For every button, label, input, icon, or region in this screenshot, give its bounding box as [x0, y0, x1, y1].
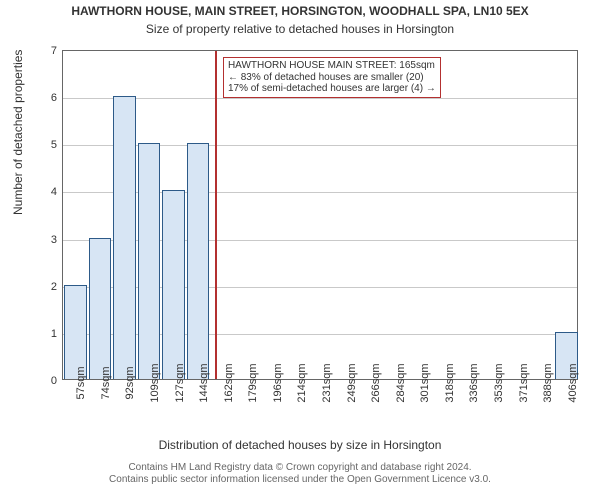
footer-line-1: Contains HM Land Registry data © Crown c…: [0, 462, 600, 474]
histogram-bar: [89, 238, 112, 379]
y-tick-label: 1: [51, 328, 63, 340]
footer-line-2: Contains public sector information licen…: [0, 474, 600, 486]
gridline-h: [63, 98, 577, 99]
y-tick-label: 3: [51, 234, 63, 246]
chart-title-sub: Size of property relative to detached ho…: [0, 22, 600, 36]
x-tick-label: 109sqm: [149, 363, 161, 402]
histogram-bar: [138, 143, 161, 379]
chart-title-main: HAWTHORN HOUSE, MAIN STREET, HORSINGTON,…: [0, 4, 600, 18]
x-tick-label: 318sqm: [444, 363, 456, 402]
x-tick-label: 266sqm: [370, 363, 382, 402]
annotation-line-1: HAWTHORN HOUSE MAIN STREET: 165sqm: [228, 60, 436, 72]
annotation-box: HAWTHORN HOUSE MAIN STREET: 165sqm← 83% …: [223, 57, 441, 98]
x-tick-label: 57sqm: [75, 366, 87, 399]
x-tick-label: 214sqm: [296, 363, 308, 402]
y-tick-label: 2: [51, 281, 63, 293]
x-tick-label: 162sqm: [223, 363, 235, 402]
histogram-bar: [113, 96, 136, 379]
reference-line: [215, 51, 217, 379]
chart-container: HAWTHORN HOUSE, MAIN STREET, HORSINGTON,…: [0, 0, 600, 500]
x-tick-label: 406sqm: [567, 363, 579, 402]
x-tick-label: 388sqm: [542, 363, 554, 402]
x-tick-label: 196sqm: [272, 363, 284, 402]
x-tick-label: 301sqm: [419, 363, 431, 402]
footer-credit: Contains HM Land Registry data © Crown c…: [0, 462, 600, 486]
x-tick-label: 336sqm: [468, 363, 480, 402]
x-tick-label: 127sqm: [174, 363, 186, 402]
histogram-bar: [64, 285, 87, 379]
x-tick-label: 284sqm: [395, 363, 407, 402]
x-axis-label: Distribution of detached houses by size …: [0, 438, 600, 452]
y-tick-label: 5: [51, 139, 63, 151]
y-tick-label: 4: [51, 186, 63, 198]
histogram-bar: [162, 190, 185, 379]
y-axis-label: Number of detached properties: [11, 50, 25, 215]
x-tick-label: 144sqm: [198, 363, 210, 402]
histogram-bar: [187, 143, 210, 379]
annotation-line-3: 17% of semi-detached houses are larger (…: [228, 83, 436, 95]
y-tick-label: 6: [51, 92, 63, 104]
x-tick-label: 179sqm: [247, 363, 259, 402]
x-tick-label: 249sqm: [346, 363, 358, 402]
y-tick-label: 7: [51, 45, 63, 57]
x-tick-label: 74sqm: [100, 366, 112, 399]
plot-area: 0123456757sqm74sqm92sqm109sqm127sqm144sq…: [62, 50, 578, 380]
x-tick-label: 231sqm: [321, 363, 333, 402]
x-tick-label: 353sqm: [493, 363, 505, 402]
x-tick-label: 92sqm: [124, 366, 136, 399]
x-tick-label: 371sqm: [518, 363, 530, 402]
annotation-line-2: ← 83% of detached houses are smaller (20…: [228, 72, 436, 84]
y-tick-label: 0: [51, 375, 63, 387]
